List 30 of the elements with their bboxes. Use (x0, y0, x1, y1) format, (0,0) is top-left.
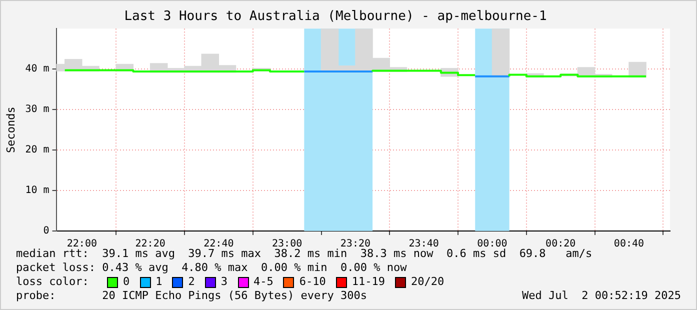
bar (492, 28, 510, 78)
text: 11-19 (352, 275, 385, 289)
text: 6-10 (299, 275, 326, 289)
text: 1 (156, 275, 162, 289)
y-tick-label: 30 m (25, 104, 50, 116)
y-tick-label: 0 (43, 226, 50, 237)
x-tick-label: 22:00 (66, 238, 97, 250)
text: 0 (123, 275, 130, 289)
x-tick-label: 23:00 (272, 238, 302, 250)
text: Wed Jul 2 00:52:19 2025 (522, 289, 681, 303)
y-tick-label: 40 m (25, 64, 50, 75)
chart-title: Last 3 Hours to Australia (Melbourne) - ap-melbourne-1 (124, 9, 547, 24)
x-tick-label: 22:20 (135, 238, 166, 250)
text: packet loss: 0.43 % avg 4.80 % max 0.00 % min 0.00 % now (16, 261, 408, 275)
x-tick-label: 00:20 (546, 238, 576, 250)
x-tick-label: 23:40 (408, 238, 439, 250)
x-tick-label: 23:20 (340, 238, 371, 250)
text: 3 (220, 275, 228, 289)
y-tick-label: 20 m (25, 144, 50, 156)
y-axis-title: Seconds (4, 106, 18, 153)
x-tick-label: 22:40 (204, 238, 234, 250)
text: probe: 20 ICMP Echo Pings (56 Bytes) every 300s (16, 289, 367, 303)
text: median rtt: 39.1 ms avg 39.7 ms max 38.2 ms min 38.3 ms now 0.6 ms sd 69.8 am/s (16, 247, 592, 260)
text: 2 (188, 275, 195, 289)
text: 20/20 (411, 275, 444, 289)
y-tick-label: 10 m (25, 185, 50, 196)
x-tick-label: 00:00 (477, 238, 508, 250)
text: loss color: (16, 275, 90, 289)
x-tick-label: 00:40 (614, 238, 644, 250)
text: 4-5 (254, 275, 274, 289)
